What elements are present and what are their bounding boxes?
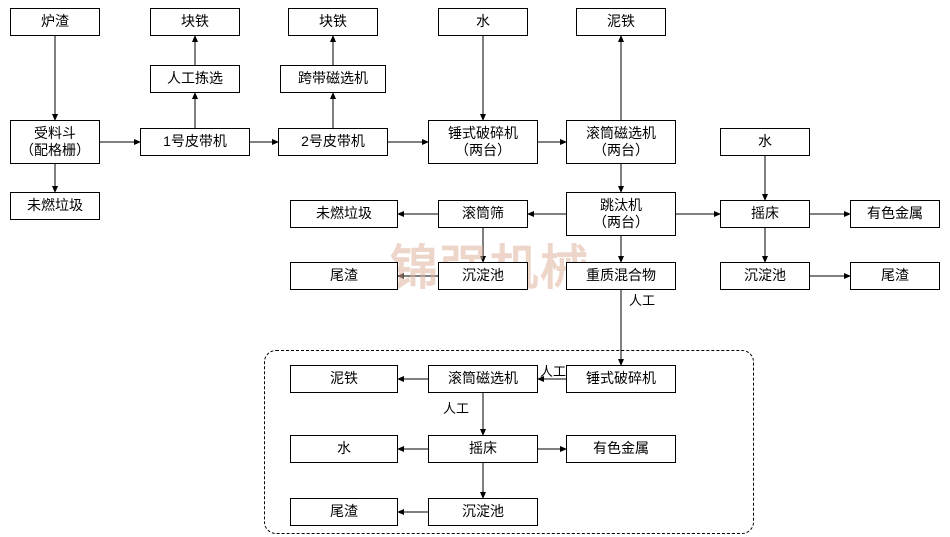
node-chendian2: 沉淀池: [720, 262, 810, 290]
node-nitie_top: 泥铁: [576, 8, 666, 36]
node-shouliao: 受料斗 （配格栅）: [10, 120, 100, 164]
node-kuadai: 跨带磁选机: [280, 65, 386, 93]
node-weiran1: 未燃垃圾: [10, 192, 100, 220]
node-shui3: 水: [290, 435, 398, 463]
node-chendian3: 沉淀池: [428, 498, 538, 526]
node-hammer2: 锤式破碎机: [566, 365, 676, 393]
node-yaochuang2: 摇床: [428, 435, 538, 463]
node-youse2: 有色金属: [566, 435, 676, 463]
node-weizha2: 尾渣: [850, 262, 940, 290]
node-kuaitie1: 块铁: [150, 8, 240, 36]
node-chendian1: 沉淀池: [438, 262, 528, 290]
node-nitie2: 泥铁: [290, 365, 398, 393]
node-weizha3: 尾渣: [290, 498, 398, 526]
node-shui1: 水: [438, 8, 528, 36]
node-belt2: 2号皮带机: [278, 128, 388, 156]
node-drummag2: 滚筒磁选机: [428, 365, 538, 393]
node-rengong: 人工拣选: [150, 65, 240, 93]
edge-label-hammer2-drummag2: 人工: [540, 361, 566, 380]
edge-label-drummag2-yaochuang2: 人工: [443, 398, 469, 417]
node-yaochuang1: 摇床: [720, 200, 810, 228]
edge-label-zhongzhi-hammer2: 人工: [629, 290, 655, 309]
node-belt1: 1号皮带机: [140, 128, 250, 156]
node-weizha1: 尾渣: [290, 262, 398, 290]
node-hammer1: 锤式破碎机 （两台）: [428, 120, 538, 164]
node-kuaitie2: 块铁: [288, 8, 378, 36]
node-shui2: 水: [720, 128, 810, 156]
node-luzha: 炉渣: [10, 8, 100, 36]
node-youse1: 有色金属: [850, 200, 940, 228]
node-drummag1: 滚筒磁选机 （两台）: [566, 120, 676, 164]
node-zhongzhi: 重质混合物: [566, 262, 676, 290]
node-tiaotai: 跳汰机 （两台）: [566, 192, 676, 236]
node-weiran2: 未燃垃圾: [290, 200, 398, 228]
node-guntongshai: 滚筒筛: [438, 200, 528, 228]
